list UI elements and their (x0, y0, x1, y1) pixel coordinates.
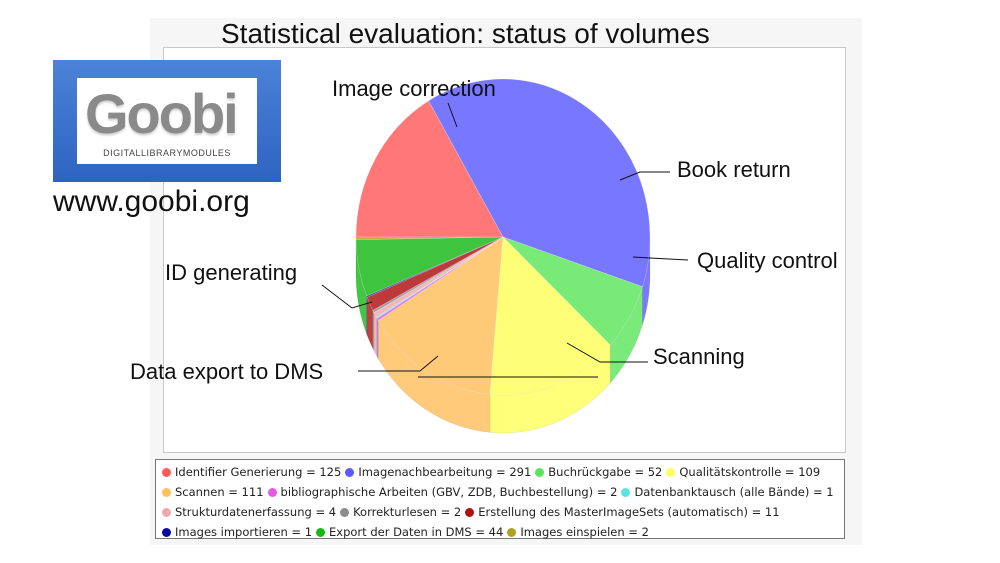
leader-line-5 (566, 342, 648, 363)
pie-slice-9[interactable] (372, 236, 504, 314)
legend-item[interactable]: Images einspielen = 2 (507, 522, 649, 542)
legend-swatch (162, 488, 171, 497)
legend-item[interactable]: Buchrückgabe = 52 (535, 462, 662, 482)
callout-data-export: Data export to DMS (130, 359, 324, 384)
legend-label: Korrekturlesen = 2 (353, 505, 462, 519)
legend-label: Scannen = 111 (175, 485, 264, 499)
pie-slice-5[interactable] (377, 236, 504, 395)
legend-label: Export der Daten in DMS = 44 (329, 525, 504, 539)
legend-swatch (465, 508, 475, 517)
legend-swatch (267, 488, 277, 497)
legend-item[interactable]: Export der Daten in DMS = 44 (316, 522, 503, 542)
pie-slice-3[interactable] (502, 236, 643, 346)
legend-item[interactable]: bibliographische Arbeiten (GBV, ZDB, Buc… (267, 482, 618, 502)
pie-slice-12[interactable] (355, 236, 504, 297)
legend-row: Strukturdatenerfassung = 4 Korrekturlesen… (162, 502, 838, 522)
legend-swatch (162, 508, 171, 517)
pie-slice-2[interactable] (428, 78, 651, 288)
callout-quality-control: Quality control (697, 248, 838, 273)
logo-subtitle: DIGITALLIBRARYMODULES (103, 148, 231, 158)
legend-label: Datenbanktausch (alle Bände) = 1 (634, 485, 834, 499)
legend-swatch (507, 528, 517, 537)
legend-swatch (316, 528, 326, 537)
legend-swatch (162, 528, 171, 537)
legend-item[interactable]: Strukturdatenerfassung = 4 (162, 502, 336, 522)
logo-card: Goobi DIGITALLIBRARYMODULES (77, 78, 257, 164)
legend-label: Identifier Generierung = 125 (175, 465, 342, 479)
callout-book-return: Book return (677, 157, 791, 182)
legend-item[interactable]: Images importieren = 1 (162, 522, 312, 542)
leader-line-4 (321, 284, 373, 309)
pie-slice-13[interactable] (355, 236, 504, 240)
legend-label: Erstellung des MasterImageSets (automati… (478, 505, 780, 519)
pie-top (355, 78, 651, 396)
chart-legend: Identifier Generierung = 125 Imagenachbea… (155, 459, 845, 539)
pie-slice-10[interactable] (366, 236, 504, 311)
goobi-logo[interactable]: Goobi DIGITALLIBRARYMODULES (53, 60, 281, 182)
website-url[interactable]: www.goobi.org (53, 185, 250, 218)
legend-item[interactable]: Identifier Generierung = 125 (162, 462, 341, 482)
leader-line-3 (632, 256, 689, 261)
logo-wordmark: Goobi (85, 82, 239, 145)
leader-line-2 (619, 171, 670, 181)
legend-row: Scannen = 111 bibliographische Arbeiten (… (162, 482, 838, 502)
pie-side (355, 236, 651, 434)
pie-slice-6[interactable] (376, 236, 504, 322)
legend-swatch (666, 468, 676, 477)
callout-image-correction: Image correction (332, 76, 496, 101)
legend-label: Images einspielen = 2 (520, 525, 649, 539)
legend-item[interactable]: Qualitätskontrolle = 109 (666, 462, 820, 482)
legend-row: Images importieren = 1 Export der Daten i… (162, 522, 838, 542)
legend-item[interactable]: Korrekturlesen = 2 (340, 502, 461, 522)
legend-swatch (535, 468, 545, 477)
leader-line-1 (447, 102, 458, 128)
pie-slice-4[interactable] (489, 236, 611, 396)
legend-item[interactable]: Imagenachbearbeitung = 291 (345, 462, 531, 482)
legend-swatch (162, 468, 171, 477)
legend-label: Qualitätskontrolle = 109 (679, 465, 821, 479)
legend-swatch (621, 488, 631, 497)
pie-slice-1[interactable] (355, 100, 504, 238)
legend-swatch (345, 468, 355, 477)
legend-item[interactable]: Scannen = 111 (162, 482, 264, 502)
legend-label: Images importieren = 1 (175, 525, 313, 539)
legend-label: Imagenachbearbeitung = 291 (358, 465, 532, 479)
legend-label: Strukturdatenerfassung = 4 (175, 505, 337, 519)
legend-item[interactable]: Erstellung des MasterImageSets (automati… (465, 502, 780, 522)
legend-item[interactable]: Datenbanktausch (alle Bände) = 1 (621, 482, 834, 502)
legend-label: Buchrückgabe = 52 (548, 465, 663, 479)
callout-id-generating: ID generating (165, 260, 298, 285)
legend-swatch (340, 508, 350, 517)
legend-label: bibliographische Arbeiten (GBV, ZDB, Buc… (280, 485, 618, 499)
leader-lines (321, 102, 689, 378)
pie-slice-8[interactable] (373, 236, 504, 318)
callout-scanning: Scanning (653, 344, 745, 369)
pie-side-12 (355, 239, 368, 335)
leader-line-6 (358, 355, 439, 372)
legend-row: Identifier Generierung = 125 Imagenachbea… (162, 462, 838, 482)
chart-title: Statistical evaluation: status of volume… (221, 18, 710, 49)
